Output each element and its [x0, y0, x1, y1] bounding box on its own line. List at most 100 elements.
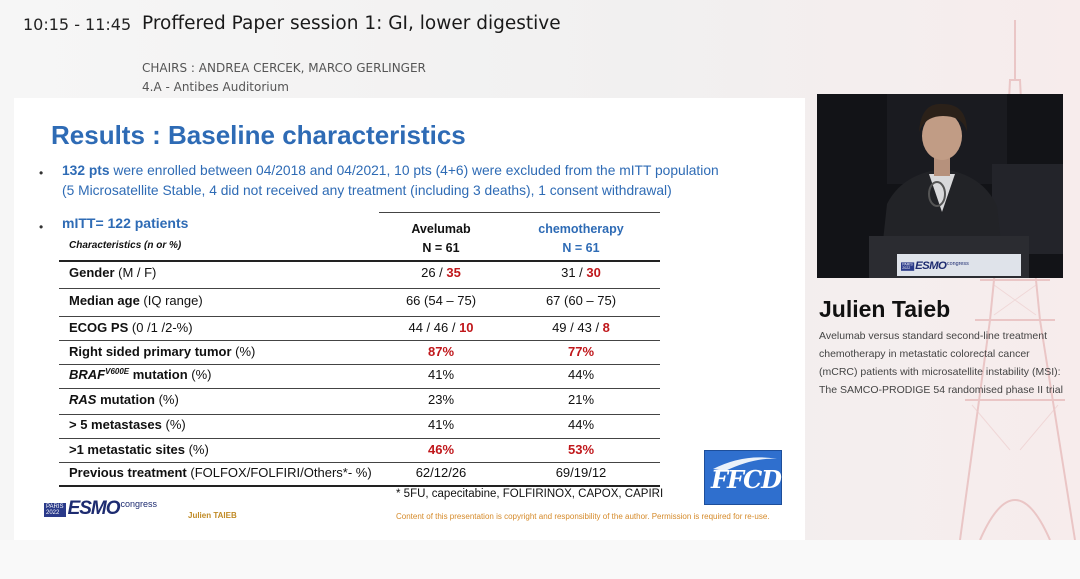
row-label-unit: (FOLFOX/FOLFIRI/Others*- %) — [186, 465, 372, 480]
cell-value: 44 / 46 / — [408, 320, 460, 335]
enrollment-line2: (5 Microsatellite Stable, 4 did not rece… — [62, 183, 672, 198]
table-row-label: ECOG PS (0 /1 /2-%) — [69, 320, 193, 335]
cell-value: 67 (60 – 75) — [545, 293, 617, 308]
esmo-paris-badge: PARIS 2022 — [44, 503, 66, 517]
row-label-bold: Right sided primary tumor — [69, 344, 232, 359]
table-cell-chemotherapy: 44% — [521, 417, 641, 432]
table-cell-avelumab: 87% — [381, 344, 501, 359]
esmo-logo-slide: PARIS 2022 ESMO congress — [44, 499, 157, 519]
gene-name: BRAF — [69, 367, 106, 382]
table-cell-avelumab: 41% — [381, 367, 501, 382]
cell-value: 44% — [567, 417, 595, 432]
table-top-rule — [379, 212, 660, 213]
enrollment-line1: were enrolled between 04/2018 and 04/202… — [109, 163, 719, 178]
cell-highlight: 46% — [427, 442, 455, 457]
table-cell-avelumab: 66 (54 – 75) — [381, 293, 501, 308]
table-rule — [59, 340, 660, 341]
esmo-wordmark: ESMO — [915, 259, 947, 272]
table-row-label: > 5 metastases (%) — [69, 417, 186, 432]
gene-name: RAS — [69, 392, 97, 407]
ffcd-logo: FFCD — [704, 450, 782, 505]
characteristics-header: Characteristics (n or %) — [69, 240, 182, 251]
table-row-label: Median age (IQ range) — [69, 293, 203, 308]
table-rule — [59, 316, 660, 317]
table-cell-avelumab: 26 / 35 — [381, 265, 501, 280]
cell-highlight: 35 — [446, 265, 461, 280]
cell-highlight: 53% — [567, 442, 595, 457]
table-cell-avelumab: 46% — [381, 442, 501, 457]
session-room: 4.A - Antibes Auditorium — [142, 80, 289, 94]
esmo-city: PARIS — [46, 504, 64, 510]
cell-value: 41% — [427, 417, 455, 432]
table-row-label: Gender (M / F) — [69, 265, 156, 280]
cell-value: 44% — [567, 367, 595, 382]
table-rule — [59, 414, 660, 415]
table-cell-chemotherapy: 44% — [521, 367, 641, 382]
bullet-icon: • — [39, 166, 44, 180]
row-label-bold: Gender — [69, 265, 115, 280]
esmo-paris-badge: PARIS 2022 — [901, 262, 914, 271]
row-label-bold: ECOG PS — [69, 320, 129, 335]
table-footnote: * 5FU, capecitabine, FOLFIRINOX, CAPOX, … — [396, 488, 664, 500]
session-time: 10:15 - 11:45 — [23, 15, 132, 34]
table-row-label: RAS mutation (%) — [69, 392, 179, 407]
presentation-slide: Results : Baseline characteristics • 132… — [14, 98, 805, 540]
column-n: N = 61 — [422, 241, 460, 255]
table-cell-chemotherapy: 21% — [521, 392, 641, 407]
table-cell-avelumab: 41% — [381, 417, 501, 432]
row-label-unit: (%) — [154, 392, 179, 407]
slide-title: Results : Baseline characteristics — [51, 120, 466, 150]
cell-highlight: 87% — [427, 344, 455, 359]
row-label-bold: mutation — [129, 367, 188, 382]
cell-highlight: 77% — [567, 344, 595, 359]
cell-highlight: 8 — [602, 320, 610, 335]
cell-value: 26 / — [421, 265, 447, 280]
esmo-wordmark: ESMO — [67, 498, 121, 519]
cell-value: 62/12/26 — [415, 465, 467, 480]
row-label-bold: >1 metastatic sites — [69, 442, 185, 457]
column-name: Avelumab — [411, 222, 471, 236]
enrollment-text: 132 pts were enrolled between 04/2018 an… — [62, 161, 792, 201]
table-rule — [59, 288, 660, 289]
mitt-heading: mITT= 122 patients — [62, 215, 189, 231]
ffcd-logo-text: FFCD — [711, 465, 782, 494]
row-label-bold: Median age — [69, 293, 140, 308]
esmo-logo-podium: PARIS 2022 ESMO congress — [901, 260, 1014, 278]
esmo-city: PARIS — [902, 263, 913, 267]
row-label-unit: (M / F) — [114, 265, 157, 280]
row-label-unit: (0 /1 /2-%) — [128, 320, 193, 335]
table-rule — [59, 364, 660, 365]
row-label-bold: Previous treatment — [69, 465, 187, 480]
table-rule — [59, 260, 660, 262]
table-rule — [59, 462, 660, 463]
table-cell-avelumab: 62/12/26 — [381, 465, 501, 480]
cell-value: 66 (54 – 75) — [405, 293, 477, 308]
table-rule — [59, 438, 660, 439]
row-label-unit: (%) — [187, 367, 212, 382]
table-row-label: Right sided primary tumor (%) — [69, 344, 255, 359]
speaker-name: Julien Taieb — [819, 296, 951, 322]
row-label-unit: (%) — [184, 442, 209, 457]
row-label-unit: (%) — [161, 417, 186, 432]
table-row-label: >1 metastatic sites (%) — [69, 442, 209, 457]
esmo-congress-label: congress — [120, 499, 158, 509]
bottom-band — [0, 540, 1080, 579]
table-cell-chemotherapy: 69/19/12 — [521, 465, 641, 480]
column-header-avelumab: Avelumab N = 61 — [381, 220, 501, 258]
variant-superscript: V600E — [105, 367, 130, 376]
table-rule — [59, 485, 660, 487]
presenter-footer: Julien TAIEB — [188, 511, 237, 520]
speaker-video: PARIS 2022 ESMO congress — [817, 94, 1063, 278]
cell-value: 49 / 43 / — [552, 320, 603, 335]
cell-value: 41% — [427, 367, 455, 382]
table-cell-chemotherapy: 49 / 43 / 8 — [521, 320, 641, 335]
table-cell-chemotherapy: 67 (60 – 75) — [521, 293, 641, 308]
speaker-video-frame — [817, 94, 1063, 278]
table-cell-chemotherapy: 31 / 30 — [521, 265, 641, 280]
cell-value: 23% — [427, 392, 455, 407]
cell-value: 21% — [567, 392, 595, 407]
cell-highlight: 10 — [459, 320, 474, 335]
esmo-year: 2022 — [46, 510, 60, 516]
column-n: N = 61 — [562, 241, 600, 255]
bullet-icon: • — [39, 220, 44, 234]
